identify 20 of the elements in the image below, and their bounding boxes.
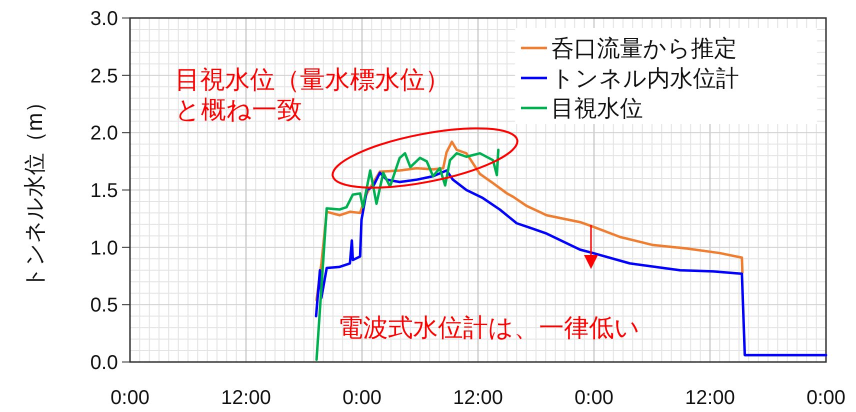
- x-tick-label: 0:00: [342, 387, 382, 409]
- y-tick-label: 2.5: [90, 65, 118, 88]
- x-tick-label: 12:00: [220, 387, 272, 409]
- y-tick-label: 1.0: [90, 237, 118, 260]
- legend-label: 目視水位: [551, 95, 643, 121]
- y-tick-label: 0.5: [90, 294, 118, 317]
- legend-label: トンネル内水位計: [551, 65, 739, 91]
- annotation: 電波式水位計は、一律低い: [338, 314, 640, 342]
- y-axis-title: トンネル水位（m）: [22, 90, 47, 290]
- y-tick-label: 3.0: [90, 8, 118, 30]
- x-tick-label: 12:00: [684, 387, 736, 409]
- x-tick-label: 0:00: [806, 387, 846, 409]
- x-tick-label: 12:00: [452, 387, 504, 409]
- y-tick-label: 2.0: [90, 122, 118, 145]
- annotation: 目視水位（量水標水位）と概ね一致: [175, 66, 450, 124]
- legend-label: 呑口流量から推定: [551, 35, 737, 61]
- y-tick-label: 1.5: [90, 180, 118, 202]
- y-tick-label: 0.0: [90, 352, 118, 374]
- x-tick-label: 0:00: [110, 387, 150, 409]
- x-tick-label: 0:00: [574, 387, 614, 409]
